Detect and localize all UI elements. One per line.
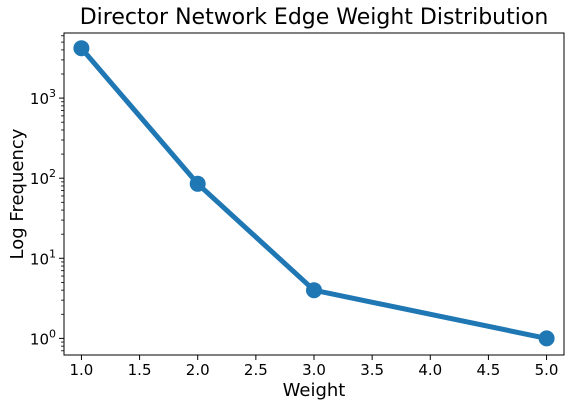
series-line [78,45,550,341]
data-series [73,40,555,347]
x-tick-label: 2.5 [244,361,268,379]
data-point [538,330,555,347]
data-point [306,282,322,299]
y-axis-title: Log Frequency [7,128,28,259]
x-tick-label: 1.0 [70,361,94,379]
chart-title: Director Network Edge Weight Distributio… [80,5,549,30]
y-tick-label: 103 [30,87,56,108]
y-tick-label: 101 [30,247,56,268]
x-tick-label: 3.5 [360,361,384,379]
x-tick-label: 1.5 [128,361,152,379]
x-axis-title: Weight [283,380,346,401]
x-tick-label: 5.0 [535,361,559,379]
x-tick-label: 2.0 [186,361,210,379]
y-tick-label: 102 [30,167,56,188]
axis-ticks: 1.0 1.5 2.0 2.5 3.0 3.5 4.0 4.5 5.0 100 101 102 103 [30,35,559,379]
plot-area [63,32,565,356]
data-point [189,175,206,192]
x-tick-label: 4.5 [476,361,500,379]
x-tick-label: 3.0 [302,361,326,379]
y-tick-label: 100 [30,327,56,348]
x-tick-label: 4.0 [418,361,442,379]
data-point [73,40,90,57]
